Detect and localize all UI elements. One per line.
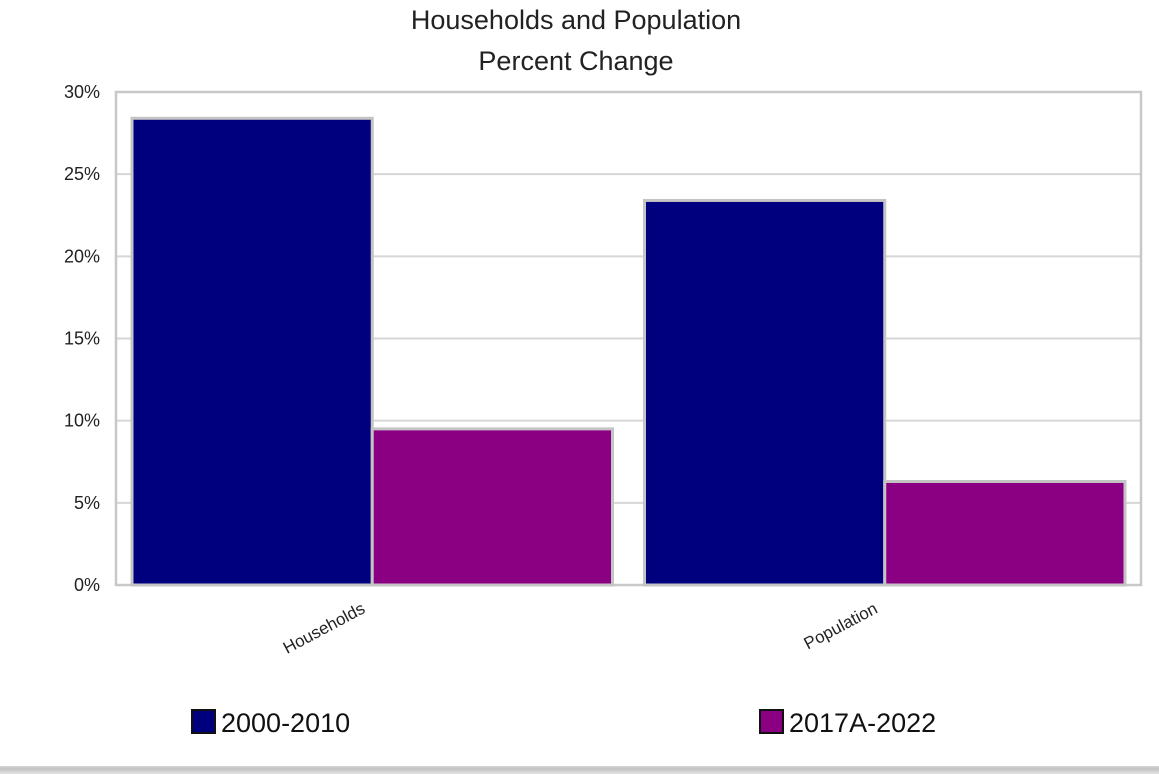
bottom-shadow bbox=[0, 766, 1159, 774]
y-tick-label: 0% bbox=[74, 575, 100, 595]
legend-label: 2000-2010 bbox=[221, 708, 350, 738]
bar bbox=[643, 198, 887, 587]
legend: 2000-2010 2017A-2022 bbox=[191, 708, 936, 738]
y-tick-label: 20% bbox=[64, 246, 100, 266]
chart-title: Households and Population bbox=[411, 5, 741, 35]
plot-area: 0% 5% 10% 15% 20% 25% 30% Households Population bbox=[64, 82, 1143, 658]
x-tick-label: Households bbox=[280, 599, 368, 658]
y-tick-label: 10% bbox=[64, 411, 100, 431]
bar bbox=[370, 427, 614, 587]
y-tick-label: 25% bbox=[64, 164, 100, 184]
bar bbox=[883, 479, 1127, 587]
legend-label: 2017A-2022 bbox=[789, 708, 936, 738]
chart-subtitle: Percent Change bbox=[478, 46, 673, 76]
plot-border bbox=[114, 90, 1143, 587]
x-tick-label: Population bbox=[801, 599, 881, 653]
y-tick-label: 15% bbox=[64, 329, 100, 349]
y-tick-label: 5% bbox=[74, 493, 100, 513]
y-tick-label: 30% bbox=[64, 82, 100, 102]
bar bbox=[130, 116, 374, 587]
legend-swatch bbox=[759, 709, 784, 734]
legend-swatch bbox=[191, 709, 216, 734]
